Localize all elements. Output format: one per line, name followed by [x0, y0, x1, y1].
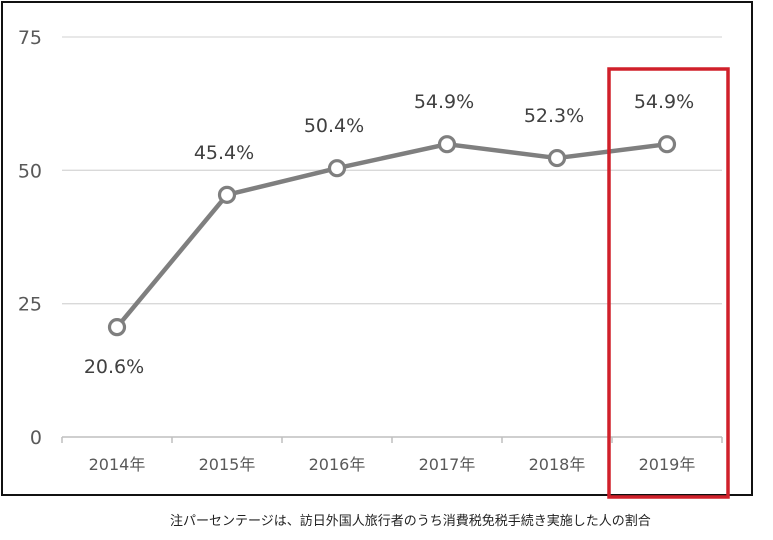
gridlines — [62, 36, 722, 305]
y-axis-ticks: 0 25 50 75 — [18, 27, 42, 449]
x-tick-label: 2015年 — [199, 455, 256, 474]
highlight-box-group — [607, 67, 730, 499]
x-axis: 2014年 2015年 2016年 2017年 2018年 2019年 — [61, 436, 723, 474]
data-label: 54.9% — [634, 91, 694, 113]
data-point — [437, 135, 457, 154]
series-polyline — [114, 141, 670, 330]
y-tick-label: 0 — [30, 427, 42, 449]
data-point — [657, 135, 677, 154]
data-point — [327, 159, 347, 178]
x-tick-label: 2019年 — [639, 455, 696, 474]
data-point — [107, 318, 127, 337]
data-label: 50.4% — [304, 115, 364, 137]
x-tick-label: 2017年 — [419, 455, 476, 474]
data-point — [217, 185, 237, 204]
data-label: 45.4% — [194, 142, 254, 164]
series-line — [107, 135, 677, 337]
data-label: 52.3% — [524, 105, 584, 127]
data-labels: 20.6% 45.4% 50.4% 54.9% 52.3% 54.9% — [84, 91, 694, 378]
x-tick-label: 2018年 — [529, 455, 586, 474]
data-point — [547, 148, 567, 168]
x-tick-label: 2016年 — [309, 455, 366, 474]
x-tick-label: 2014年 — [89, 455, 146, 474]
chart-frame — [1, 1, 753, 496]
y-tick-label: 75 — [18, 27, 42, 49]
y-tick-label: 25 — [18, 294, 42, 316]
data-label: 54.9% — [414, 91, 474, 113]
footnote: 注パーセンテージは、訪日外国人旅行者のうち消費税免税手続き実施した人の割合 — [170, 514, 651, 529]
y-tick-label: 50 — [18, 160, 42, 182]
data-label: 20.6% — [84, 356, 144, 378]
line-chart: 0 25 50 75 2014年 2015年 2016年 2017年 2018年 2019年 2… — [18, 27, 730, 499]
highlight-box — [607, 67, 730, 499]
